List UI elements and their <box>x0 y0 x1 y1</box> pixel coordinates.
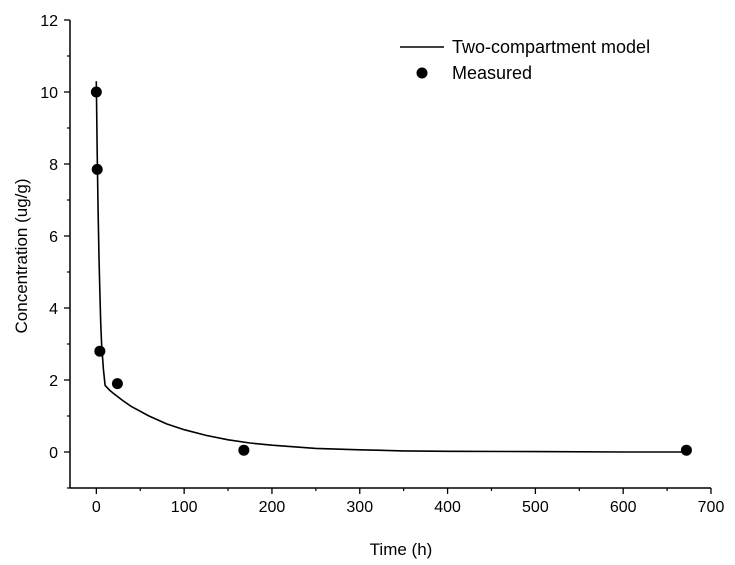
y-tick-label: 0 <box>49 445 58 462</box>
model-curve <box>95 81 687 453</box>
measured-point <box>90 86 102 98</box>
y-tick-label: 12 <box>40 13 58 30</box>
x-tick-label: 700 <box>698 499 725 516</box>
measured-point <box>111 378 123 390</box>
legend-label: Two-compartment model <box>452 37 650 57</box>
x-tick-label: 100 <box>171 499 198 516</box>
axes: 0 100 200 300 400 500 600 700 0 2 4 6 8 10 12 <box>40 13 724 516</box>
y-tick-label: 6 <box>49 229 58 246</box>
measured-point <box>680 444 692 456</box>
x-tick-label: 600 <box>610 499 637 516</box>
legend-label: Measured <box>452 63 532 83</box>
y-tick-label: 8 <box>49 157 58 174</box>
x-tick-label: 300 <box>346 499 373 516</box>
x-tick-label: 500 <box>522 499 549 516</box>
y-tick-label: 10 <box>40 85 58 102</box>
x-tick-label: 0 <box>92 499 101 516</box>
y-axis-title: Concentration (ug/g) <box>12 179 31 334</box>
y-tick-label: 2 <box>49 373 58 390</box>
legend-marker-swatch <box>416 67 428 79</box>
y-tick-label: 4 <box>49 301 58 318</box>
measured-point <box>91 163 103 175</box>
x-tick-label: 400 <box>434 499 461 516</box>
measured-point <box>238 444 250 456</box>
legend: Two-compartment model Measured <box>400 37 650 83</box>
plot-area <box>90 81 692 456</box>
measured-point <box>94 345 106 357</box>
x-axis-title: Time (h) <box>370 540 433 559</box>
x-tick-label: 200 <box>259 499 286 516</box>
